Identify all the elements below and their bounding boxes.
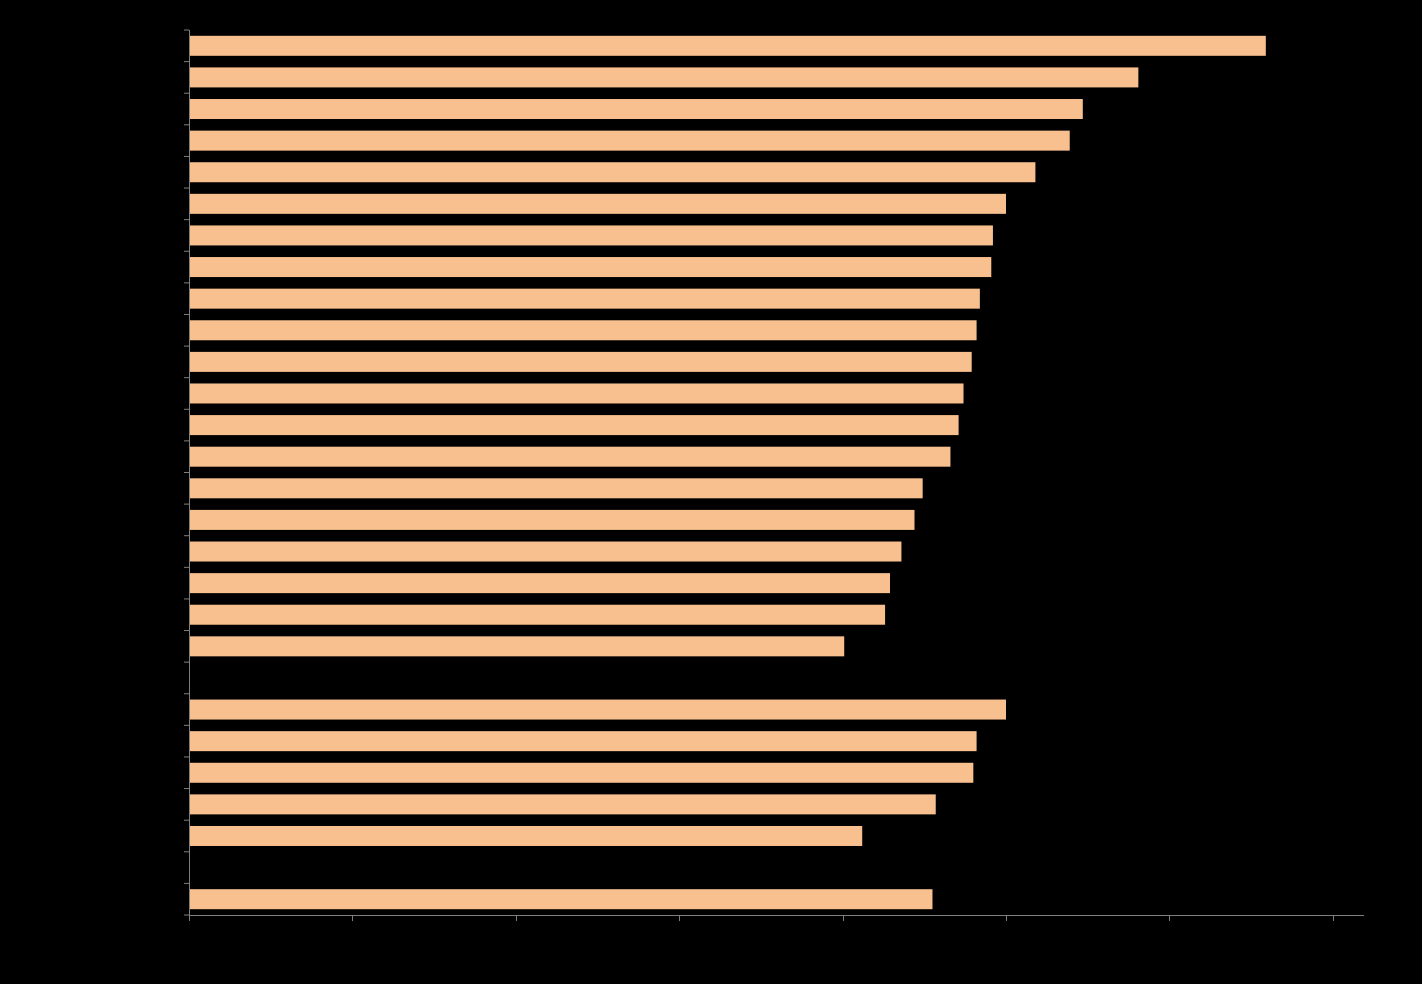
bar	[189, 509, 915, 530]
bar	[189, 446, 951, 467]
bar	[189, 320, 977, 341]
bar	[189, 257, 992, 278]
bar	[189, 67, 1139, 88]
bar	[189, 478, 923, 499]
bar	[189, 130, 1070, 151]
bar	[189, 225, 993, 246]
bar	[189, 825, 863, 846]
bars-layer	[189, 35, 1266, 910]
bar	[189, 889, 933, 910]
bar	[189, 762, 974, 783]
bar	[189, 99, 1083, 120]
bar	[189, 573, 890, 594]
bar	[189, 794, 936, 815]
bar	[189, 35, 1266, 56]
bar	[189, 604, 886, 625]
bar	[189, 162, 1036, 183]
bar	[189, 636, 845, 657]
axes-layer	[184, 29, 1364, 921]
bar	[189, 351, 972, 372]
bar	[189, 731, 977, 752]
bar	[189, 699, 1006, 720]
bar	[189, 288, 980, 309]
bar	[189, 193, 1006, 214]
bar	[189, 383, 964, 404]
bar	[189, 415, 959, 436]
bar	[189, 541, 902, 562]
